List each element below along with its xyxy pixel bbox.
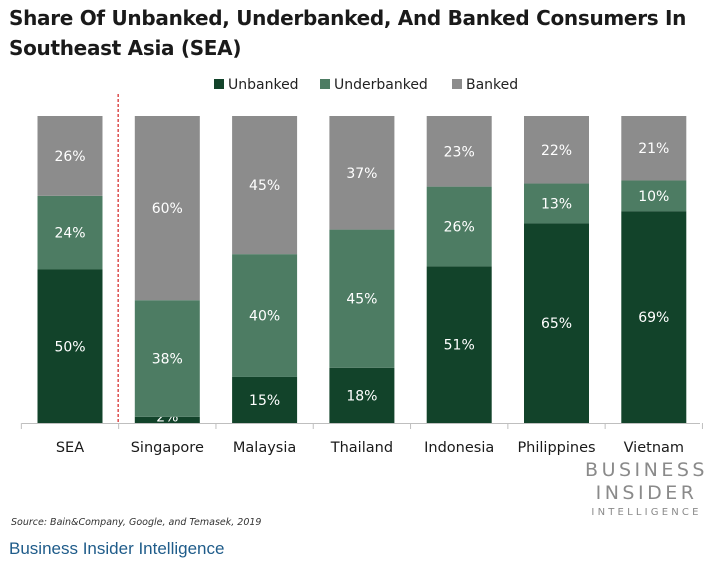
axis-layer: SEA Singapore Malaysia Thailand Indonesia Phi… — [20, 423, 703, 456]
legend-swatch-underbanked — [320, 79, 330, 89]
bar-segment-vietnam-unbanked — [621, 211, 687, 423]
x-tick-label-philippines: Philippines — [517, 440, 595, 456]
bar-segment-philippines-underbanked — [524, 183, 589, 224]
data-label-sea-underbanked: 24% — [54, 226, 85, 242]
bar-segment-vietnam-underbanked — [621, 180, 687, 212]
bar-segment-indonesia-banked — [426, 116, 492, 187]
x-tick-label-sea: SEA — [56, 440, 84, 456]
bar-segment-indonesia-underbanked — [426, 186, 492, 267]
bar-segment-sea-banked — [37, 116, 103, 196]
data-label-indonesia-underbanked: 26% — [444, 220, 475, 236]
bar-segment-thailand-banked — [329, 116, 395, 230]
business-insider-logo: BUSINESS INSIDER INTELLIGENCE — [585, 459, 708, 520]
data-label-sea-banked: 26% — [54, 149, 85, 165]
bar-segment-malaysia-underbanked — [232, 254, 298, 377]
data-label-philippines-unbanked: 65% — [541, 316, 572, 332]
source-note: Source: Bain&Company, Google, and Temase… — [11, 517, 262, 528]
brand-line-1: BUSINESS — [585, 459, 708, 481]
bar-segment-malaysia-unbanked — [232, 376, 298, 423]
data-label-vietnam-banked: 21% — [638, 141, 669, 157]
data-label-indonesia-unbanked: 51% — [444, 338, 475, 354]
data-label-malaysia-banked: 45% — [249, 178, 280, 194]
data-label-philippines-banked: 22% — [541, 143, 572, 159]
bar-segment-indonesia-unbanked — [426, 266, 492, 423]
data-label-sea-unbanked: 50% — [54, 339, 85, 355]
bar-segment-singapore-underbanked — [134, 300, 200, 417]
bar-segment-singapore-banked — [134, 116, 200, 301]
legend-label-unbanked: Unbanked — [228, 77, 299, 93]
bar-segment-malaysia-banked — [232, 116, 298, 255]
brand-line-2: INSIDER — [595, 482, 698, 504]
chart-title: Share Of Unbanked, Underbanked, And Bank… — [9, 6, 687, 60]
bar-segment-philippines-banked — [524, 116, 589, 184]
bar-segment-vietnam-banked — [621, 116, 687, 181]
bar-segment-singapore-unbanked — [134, 416, 200, 423]
data-label-philippines-underbanked: 13% — [541, 196, 572, 212]
legend-label-underbanked: Underbanked — [334, 77, 428, 93]
data-label-vietnam-underbanked: 10% — [638, 189, 669, 205]
data-label-malaysia-underbanked: 40% — [249, 309, 280, 325]
bars-layer: 50%24%26%2%38%60%15%40%45%18%45%37%51%26… — [37, 116, 687, 426]
data-label-thailand-underbanked: 45% — [346, 292, 377, 308]
x-tick-label-malaysia: Malaysia — [233, 440, 296, 456]
x-tick-label-singapore: Singapore — [131, 440, 204, 456]
brand-line-3: INTELLIGENCE — [591, 507, 702, 518]
x-tick-label-indonesia: Indonesia — [424, 440, 494, 456]
data-label-malaysia-unbanked: 15% — [249, 393, 280, 409]
bar-segment-philippines-unbanked — [524, 223, 589, 423]
x-tick-label-thailand: Thailand — [330, 440, 393, 456]
bar-segment-sea-underbanked — [37, 195, 103, 270]
x-tick-label-vietnam: Vietnam — [624, 440, 684, 456]
legend-swatch-banked — [452, 79, 462, 89]
data-label-indonesia-banked: 23% — [444, 144, 475, 160]
footer-brand: Business Insider Intelligence — [9, 539, 225, 558]
bar-segment-sea-unbanked — [37, 269, 103, 423]
bar-segment-thailand-underbanked — [329, 229, 395, 368]
legend-swatch-unbanked — [214, 79, 224, 89]
data-label-singapore-underbanked: 38% — [152, 352, 183, 368]
legend-label-banked: Banked — [466, 77, 518, 93]
data-label-thailand-banked: 37% — [346, 166, 377, 182]
legend: Unbanked Underbanked Banked — [214, 77, 518, 93]
data-label-vietnam-unbanked: 69% — [638, 310, 669, 326]
bar-segment-thailand-unbanked — [329, 367, 395, 423]
data-label-thailand-unbanked: 18% — [346, 388, 377, 404]
data-label-singapore-banked: 60% — [152, 201, 183, 217]
